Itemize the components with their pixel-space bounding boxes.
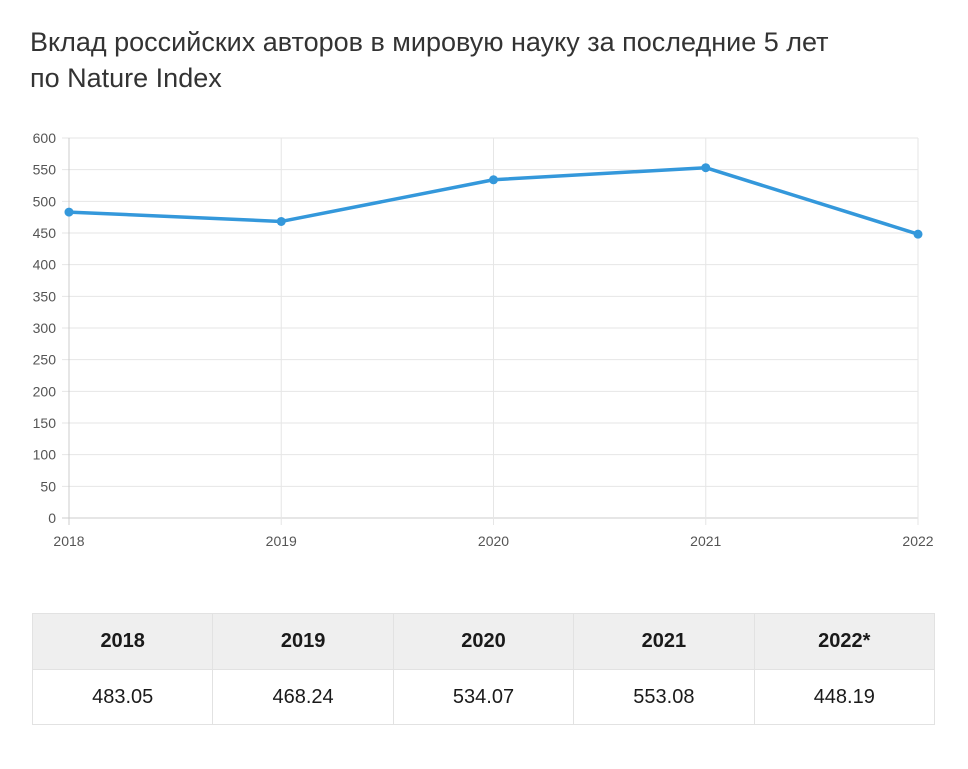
chart-title-line-1: Вклад российских авторов в мировую науку… xyxy=(30,27,829,57)
line-chart: 0 50 100 150 200 250 300 350 400 450 500 550 600 2018… xyxy=(33,130,934,549)
y-tick-label: 150 xyxy=(33,415,57,431)
table-header-cell: 2020 xyxy=(392,613,575,670)
table-cell: 448.19 xyxy=(753,669,936,725)
x-tick-label: 2020 xyxy=(478,533,509,549)
y-tick-label: 400 xyxy=(33,257,57,273)
table-header-cell: 2019 xyxy=(212,613,394,670)
y-tick-label: 450 xyxy=(33,225,57,241)
table-header-row: 2018 2019 2020 2021 2022* xyxy=(31,613,936,670)
y-tick-label: 0 xyxy=(48,510,56,526)
y-tick-label: 200 xyxy=(33,383,57,399)
x-tick-label: 2021 xyxy=(690,533,721,549)
table-cell: 483.05 xyxy=(31,669,214,725)
data-point xyxy=(701,163,711,173)
y-tick-label: 350 xyxy=(33,288,57,304)
tick-label-layer: 0 50 100 150 200 250 300 350 400 450 500 550 600 2018… xyxy=(33,130,934,549)
y-tick-label: 250 xyxy=(33,352,57,368)
x-tick-label: 2018 xyxy=(53,533,84,549)
table-row: 483.05 468.24 534.07 553.08 448.19 xyxy=(31,669,936,725)
data-point xyxy=(913,229,923,239)
values-table: 2018 2019 2020 2021 2022* 483.05 468.24 … xyxy=(31,613,936,725)
table-header-cell: 2022* xyxy=(753,613,936,670)
y-tick-label: 600 xyxy=(33,130,57,146)
table-cell: 534.07 xyxy=(392,669,575,725)
chart-title-line-2: по Nature Index xyxy=(30,63,222,93)
y-tick-label: 500 xyxy=(33,193,57,209)
data-point xyxy=(276,216,286,226)
data-point xyxy=(489,175,498,185)
table-cell: 553.08 xyxy=(573,669,755,725)
x-tick-label: 2022 xyxy=(902,533,933,549)
y-tick-label: 50 xyxy=(40,478,56,494)
y-tick-label: 100 xyxy=(33,447,57,463)
y-tick-label: 550 xyxy=(33,162,57,178)
table-header-cell: 2021 xyxy=(573,613,755,670)
x-tick-label: 2019 xyxy=(266,533,297,549)
table-header-cell: 2018 xyxy=(31,613,214,670)
chart-title: Вклад российских авторов в мировую науку… xyxy=(30,24,950,96)
series-layer xyxy=(64,163,923,239)
data-point xyxy=(64,207,74,217)
table-cell: 468.24 xyxy=(212,669,394,725)
y-tick-label: 300 xyxy=(33,320,57,336)
grid-layer xyxy=(62,137,919,525)
